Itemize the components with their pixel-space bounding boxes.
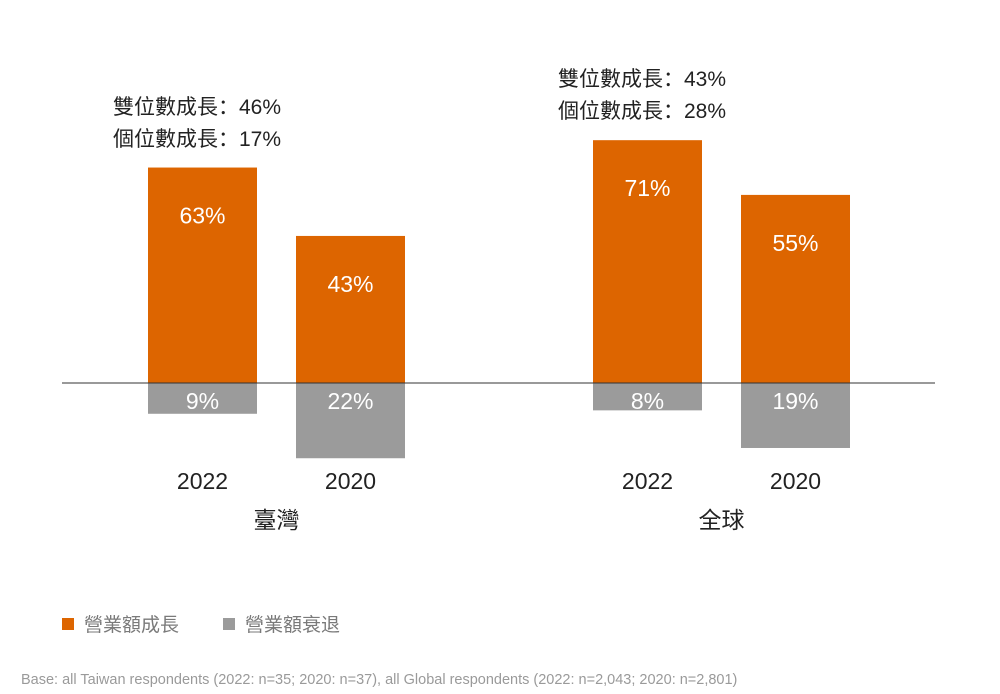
legend-item-decline: 營業額衰退 [223,610,340,637]
data-label-growth: 71% [624,175,670,201]
legend-item-growth: 營業額成長 [62,610,179,637]
footnote: Base: all Taiwan respondents (2022: n=35… [21,672,738,688]
data-label-decline: 19% [772,388,818,414]
data-label-growth: 43% [327,271,373,297]
data-label-decline: 8% [631,388,664,414]
annotation-text: 雙位數成長：46% [113,96,281,119]
legend-label-growth: 營業額成長 [84,615,180,636]
legend-label-decline: 營業額衰退 [245,615,341,636]
x-tick-label: 2022 [622,468,673,494]
group-label: 全球 [699,507,745,533]
bar-decline [593,383,702,411]
x-tick-label: 2022 [177,468,228,494]
bar-decline [296,383,405,459]
data-label-decline: 22% [327,388,373,414]
bar-growth [593,140,702,383]
bar-growth [148,167,257,383]
annotation-text: 個位數成長：17% [113,128,281,151]
legend-swatch-decline [223,617,236,630]
data-label-decline: 9% [186,388,219,414]
legend: 營業額成長 營業額衰退 [62,610,340,637]
group-label: 臺灣 [254,507,300,533]
x-tick-label: 2020 [325,468,376,494]
x-tick-label: 2020 [770,468,821,494]
annotation-text: 雙位數成長：43% [558,68,726,91]
data-label-growth: 63% [179,203,225,229]
bar-decline [148,383,257,414]
annotation-text: 個位數成長：28% [558,100,726,123]
legend-swatch-growth [62,617,74,630]
bar-growth [296,235,405,383]
bar-decline [741,383,850,448]
bar-growth [741,194,850,383]
data-label-growth: 55% [772,230,818,256]
